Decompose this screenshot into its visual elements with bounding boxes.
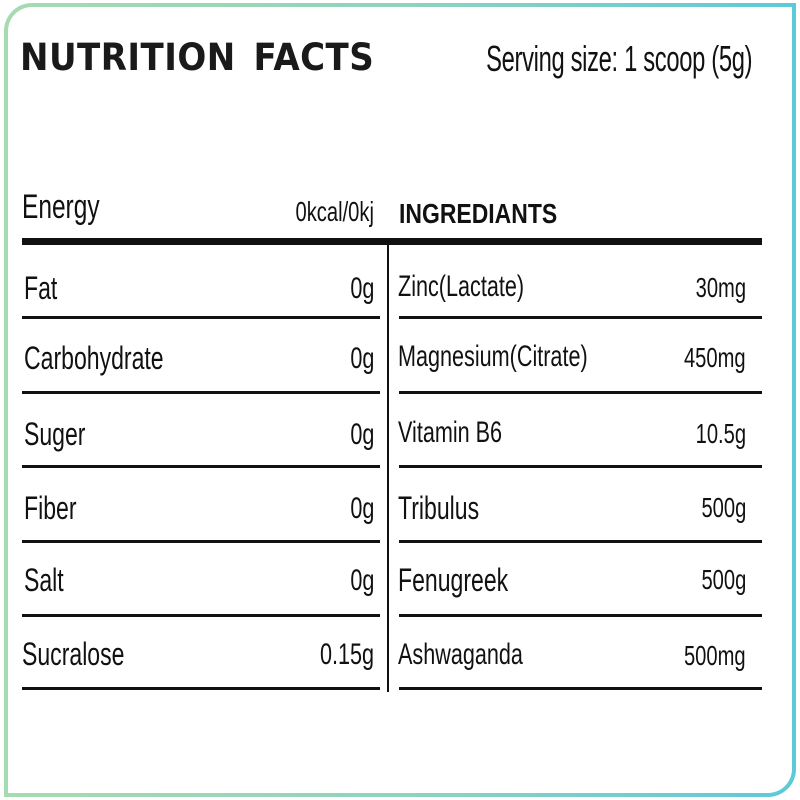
nutrient-label: Fat [24, 270, 58, 306]
ingredient-value: 500mg [684, 640, 746, 671]
energy-value: 0kcal/0kj [295, 196, 374, 227]
nutrition-facts-title: NUTRITION FACTS [20, 36, 375, 79]
nutrient-value: 0g [349, 342, 374, 375]
row-divider [22, 614, 380, 617]
row-divider [399, 391, 762, 394]
ingredient-label: Vitamin B6 [398, 416, 503, 449]
nutrition-row: Fat 0g [24, 270, 378, 344]
ingredient-row: Ashwaganda 500mg [398, 638, 750, 712]
ingredient-label: Zinc(Lactate) [398, 270, 525, 303]
energy-row: Energy 0kcal/0kj [22, 188, 378, 262]
ingredient-value: 500g [701, 492, 746, 523]
row-divider [22, 316, 380, 319]
energy-label: Energy [22, 188, 100, 226]
nutrition-row: Suger 0g [24, 416, 378, 490]
nutrition-row: Salt 0g [24, 562, 378, 636]
ingredient-label: Magnesium(Citrate) [398, 340, 588, 373]
nutrient-label: Carbohydrate [24, 340, 164, 376]
ingredient-label: Tribulus [398, 490, 480, 526]
ingredient-label: Ashwaganda [398, 638, 523, 671]
nutrient-label: Salt [24, 562, 64, 598]
ingredient-row: Tribulus 500g [398, 490, 750, 564]
ingredient-row: Vitamin B6 10.5g [398, 416, 750, 490]
row-divider [399, 316, 762, 319]
nutrient-value: 0.15g [319, 638, 374, 671]
row-divider [399, 687, 762, 690]
ingredient-value: 450mg [684, 342, 746, 373]
nutrient-label: Sucralose [22, 636, 125, 672]
row-divider [22, 687, 380, 690]
nutrition-row: Sucralose 0.15g [22, 636, 378, 710]
row-divider [22, 465, 380, 468]
ingredient-value: 30mg [695, 272, 746, 303]
header-divider-thick [22, 238, 762, 245]
nutrition-row: Fiber 0g [24, 490, 378, 564]
nutrient-value: 0g [349, 564, 374, 597]
ingredient-value: 10.5g [695, 418, 746, 449]
ingredient-row: Fenugreek 500g [398, 562, 750, 636]
row-divider [22, 540, 380, 543]
ingredient-value: 500g [701, 564, 746, 595]
column-divider [387, 240, 389, 692]
ingredients-heading: INGREDIANTS [399, 198, 558, 229]
ingredient-label: Fenugreek [398, 562, 509, 598]
label-border-frame [4, 3, 796, 797]
row-divider [22, 391, 380, 394]
ingredient-row: Zinc(Lactate) 30mg [398, 270, 750, 344]
ingredient-row: Magnesium(Citrate) 450mg [398, 340, 750, 414]
nutrient-label: Suger [24, 416, 86, 452]
nutrient-value: 0g [349, 492, 374, 525]
row-divider [399, 540, 762, 543]
nutrition-row: Carbohydrate 0g [24, 340, 378, 414]
nutrient-label: Fiber [24, 490, 77, 526]
row-divider [399, 614, 762, 617]
nutrient-value: 0g [349, 272, 374, 305]
nutrient-value: 0g [349, 418, 374, 451]
row-divider [399, 465, 762, 468]
label-background [8, 7, 792, 793]
serving-size: Serving size: 1 scoop (5g) [485, 38, 752, 79]
